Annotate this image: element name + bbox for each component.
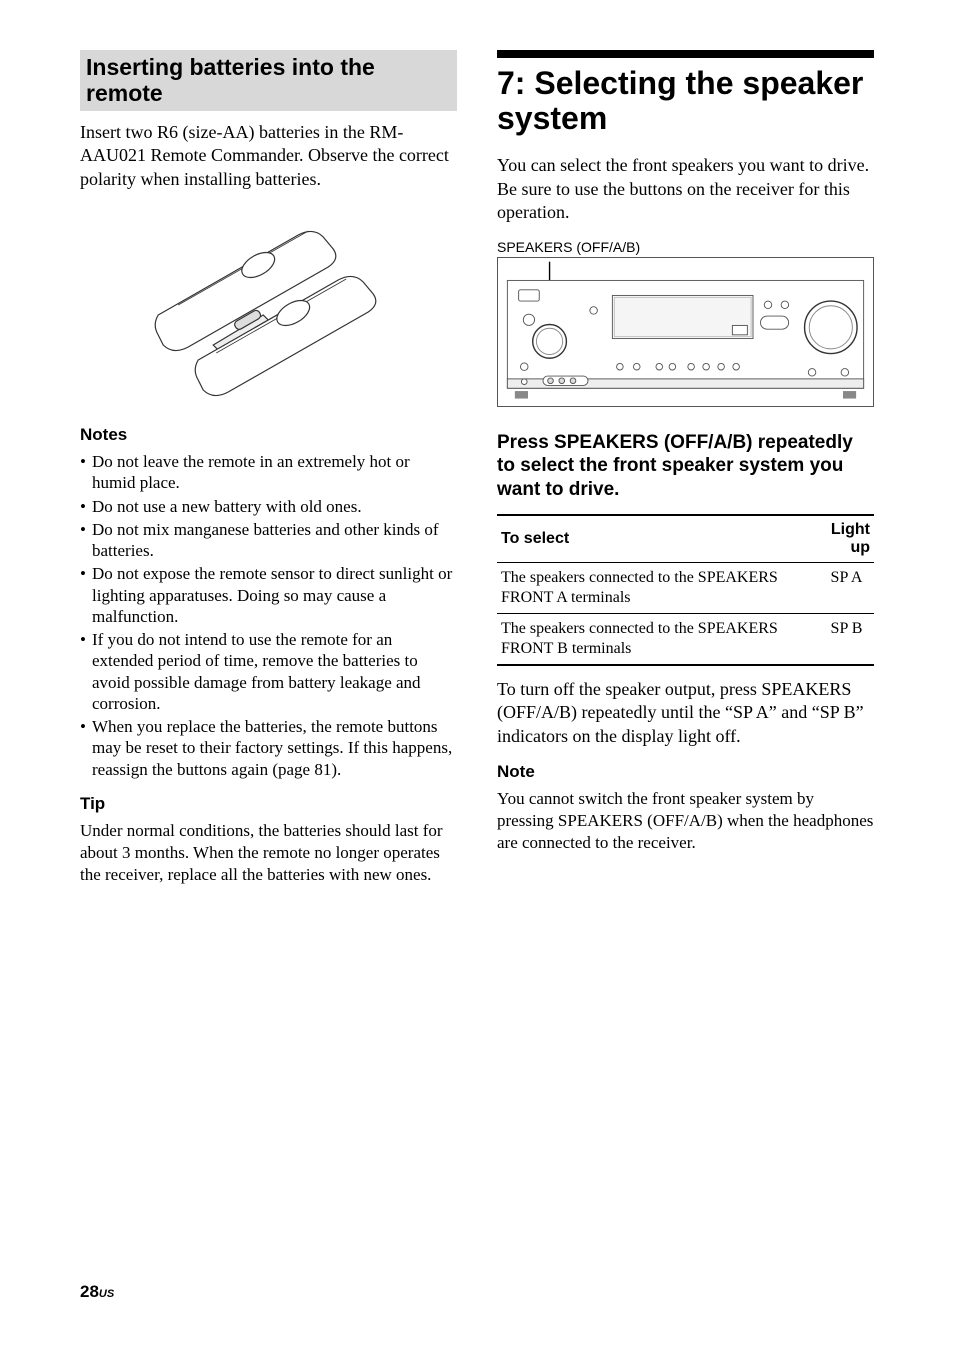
tip-heading: Tip	[80, 794, 457, 814]
page-number: 28US	[80, 1282, 114, 1302]
subsection-heading: Press SPEAKERS (OFF/A/B) repeatedly to s…	[497, 431, 874, 502]
cell-lightup: SP A	[811, 562, 874, 613]
right-intro-2: Be sure to use the buttons on the receiv…	[497, 178, 874, 225]
table-header-row: To select Light up	[497, 515, 874, 563]
section-header: Inserting batteries into the remote	[80, 50, 457, 111]
note-heading: Note	[497, 762, 874, 782]
th-to-select: To select	[497, 515, 811, 563]
intro-paragraph: Insert two R6 (size-AA) batteries in the…	[80, 121, 457, 191]
note-item: Do not mix manganese batteries and other…	[80, 519, 457, 562]
notes-heading: Notes	[80, 425, 457, 445]
chapter-title: 7: Selecting the speaker system	[497, 66, 874, 136]
notes-list: Do not leave the remote in an extremely …	[80, 451, 457, 780]
tip-text: Under normal conditions, the batteries s…	[80, 820, 457, 886]
cell-select: The speakers connected to the SPEAKERS F…	[497, 562, 811, 613]
receiver-diagram	[497, 257, 874, 407]
callout-label: SPEAKERS (OFF/A/B)	[497, 239, 874, 255]
right-intro-1: You can select the front speakers you wa…	[497, 154, 874, 177]
speaker-table: To select Light up The speakers connecte…	[497, 514, 874, 666]
right-column: 7: Selecting the speaker system You can …	[492, 50, 874, 900]
cell-lightup: SP B	[811, 613, 874, 665]
cell-select: The speakers connected to the SPEAKERS F…	[497, 613, 811, 665]
table-row: The speakers connected to the SPEAKERS F…	[497, 613, 874, 665]
note-item: If you do not intend to use the remote f…	[80, 629, 457, 714]
table-row: The speakers connected to the SPEAKERS F…	[497, 562, 874, 613]
th-light-up: Light up	[811, 515, 874, 563]
after-table-text: To turn off the speaker output, press SP…	[497, 678, 874, 748]
receiver-svg	[498, 258, 873, 406]
note-item: Do not expose the remote sensor to direc…	[80, 563, 457, 627]
note-item: Do not use a new battery with old ones.	[80, 496, 457, 517]
page-number-value: 28	[80, 1282, 99, 1301]
note-item: When you replace the batteries, the remo…	[80, 716, 457, 780]
remote-batteries-illustration	[108, 205, 428, 405]
remote-svg	[108, 205, 428, 405]
left-column: Inserting batteries into the remote Inse…	[80, 50, 462, 900]
note-item: Do not leave the remote in an extremely …	[80, 451, 457, 494]
page-container: Inserting batteries into the remote Inse…	[80, 50, 874, 900]
chapter-rule	[497, 50, 874, 58]
page-locale: US	[99, 1288, 114, 1300]
note-text: You cannot switch the front speaker syst…	[497, 788, 874, 854]
